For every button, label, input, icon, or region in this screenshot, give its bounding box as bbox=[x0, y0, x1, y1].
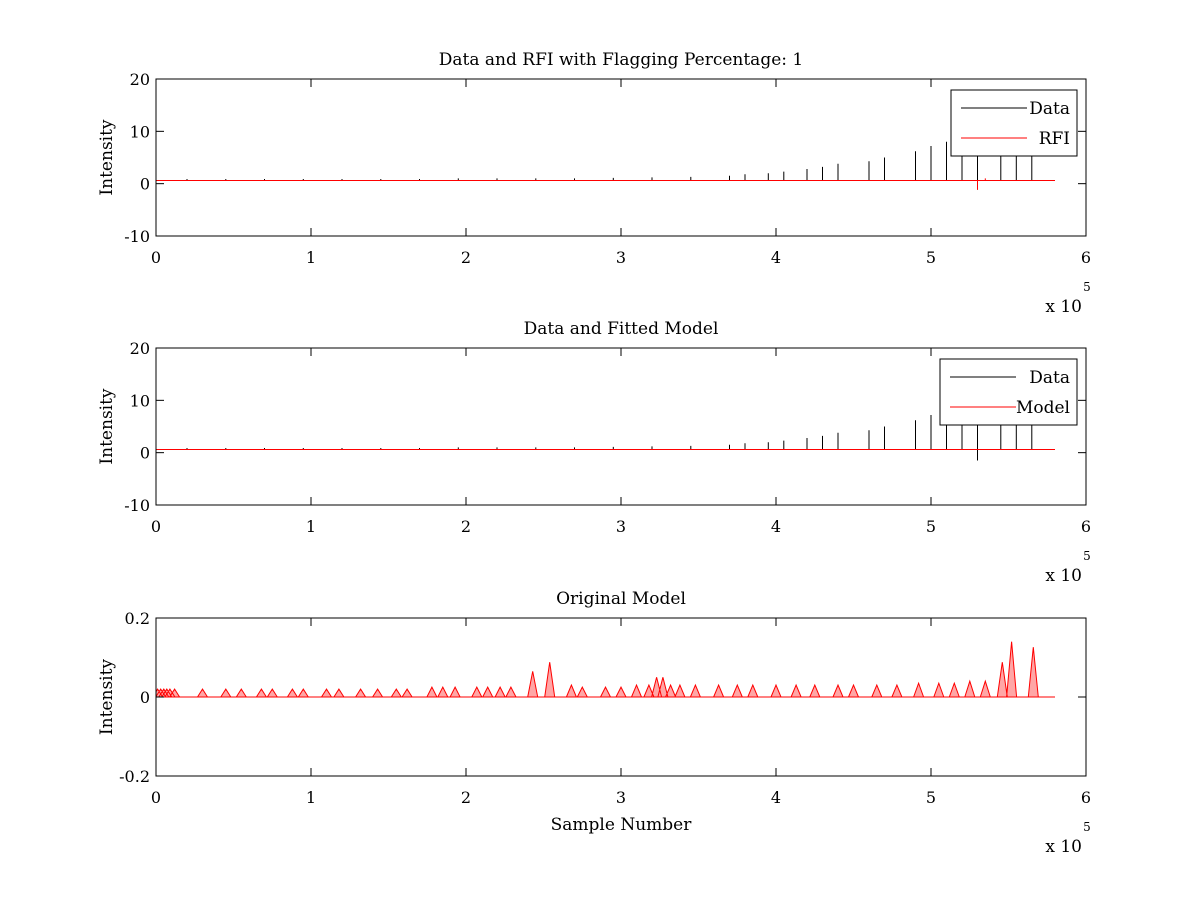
x-exponent: 5 bbox=[1083, 549, 1091, 563]
x-tick-label: 0 bbox=[151, 517, 161, 536]
chart-title: Data and RFI with Flagging Percentage: 1 bbox=[439, 50, 803, 70]
x-tick-label: 0 bbox=[151, 788, 161, 807]
y-tick-label: -10 bbox=[124, 496, 150, 515]
y-tick-label: 0.2 bbox=[125, 609, 150, 628]
x-tick-label: 5 bbox=[926, 248, 936, 267]
series-spikes-model bbox=[156, 641, 1039, 698]
series-spikes-data bbox=[186, 137, 1033, 181]
y-tick-label: -0.2 bbox=[119, 767, 150, 786]
legend-label: Data bbox=[1029, 99, 1070, 119]
x-tick-label: 2 bbox=[461, 517, 471, 536]
legend: Data Model bbox=[939, 358, 1078, 426]
y-tick-label: 0 bbox=[140, 175, 150, 194]
series-spikes-data bbox=[186, 406, 1033, 461]
y-tick-label: 0 bbox=[140, 444, 150, 463]
y-tick-label: -10 bbox=[124, 227, 150, 246]
x-exponent-label: x 10 bbox=[1045, 566, 1082, 586]
legend-box bbox=[939, 358, 1078, 426]
x-tick-label: 5 bbox=[926, 517, 936, 536]
plot-area bbox=[156, 406, 1055, 461]
plot-area bbox=[156, 641, 1055, 698]
x-tick-label: 2 bbox=[461, 248, 471, 267]
y-axis-label: Intensity bbox=[97, 119, 117, 195]
y-tick-label: 20 bbox=[130, 339, 150, 358]
legend: Data RFI bbox=[950, 89, 1078, 157]
legend-label: Data bbox=[1029, 368, 1070, 388]
x-tick-label: 3 bbox=[616, 517, 626, 536]
x-tick-label: 1 bbox=[306, 788, 316, 807]
legend-box bbox=[950, 89, 1078, 157]
x-tick-label: 6 bbox=[1081, 248, 1091, 267]
x-exponent: 5 bbox=[1083, 280, 1091, 294]
x-tick-label: 0 bbox=[151, 248, 161, 267]
y-tick-label: 10 bbox=[130, 391, 150, 410]
y-tick-label: 10 bbox=[130, 122, 150, 141]
x-tick-label: 4 bbox=[771, 517, 781, 536]
x-tick-label: 5 bbox=[926, 788, 936, 807]
x-tick-label: 4 bbox=[771, 248, 781, 267]
x-exponent: 5 bbox=[1083, 820, 1091, 834]
x-axis-label: Sample Number bbox=[551, 815, 693, 835]
y-tick-label: 20 bbox=[130, 70, 150, 89]
legend-label: Model bbox=[1016, 398, 1070, 418]
x-tick-label: 1 bbox=[306, 248, 316, 267]
y-tick-label: 0 bbox=[140, 688, 150, 707]
chart-title: Data and Fitted Model bbox=[524, 319, 719, 339]
x-exponent-label: x 10 bbox=[1045, 837, 1082, 857]
series-spikes-rfi bbox=[977, 178, 986, 190]
chart-title: Original Model bbox=[556, 589, 686, 609]
x-tick-label: 4 bbox=[771, 788, 781, 807]
plot-area bbox=[156, 137, 1055, 190]
x-tick-label: 6 bbox=[1081, 517, 1091, 536]
x-tick-label: 2 bbox=[461, 788, 471, 807]
x-tick-label: 6 bbox=[1081, 788, 1091, 807]
y-axis-label: Intensity bbox=[97, 388, 117, 464]
x-tick-label: 3 bbox=[616, 788, 626, 807]
legend-label: RFI bbox=[1039, 129, 1070, 149]
x-tick-label: 1 bbox=[306, 517, 316, 536]
x-tick-label: 3 bbox=[616, 248, 626, 267]
x-exponent-label: x 10 bbox=[1045, 297, 1082, 317]
y-axis-label: Intensity bbox=[97, 659, 117, 735]
